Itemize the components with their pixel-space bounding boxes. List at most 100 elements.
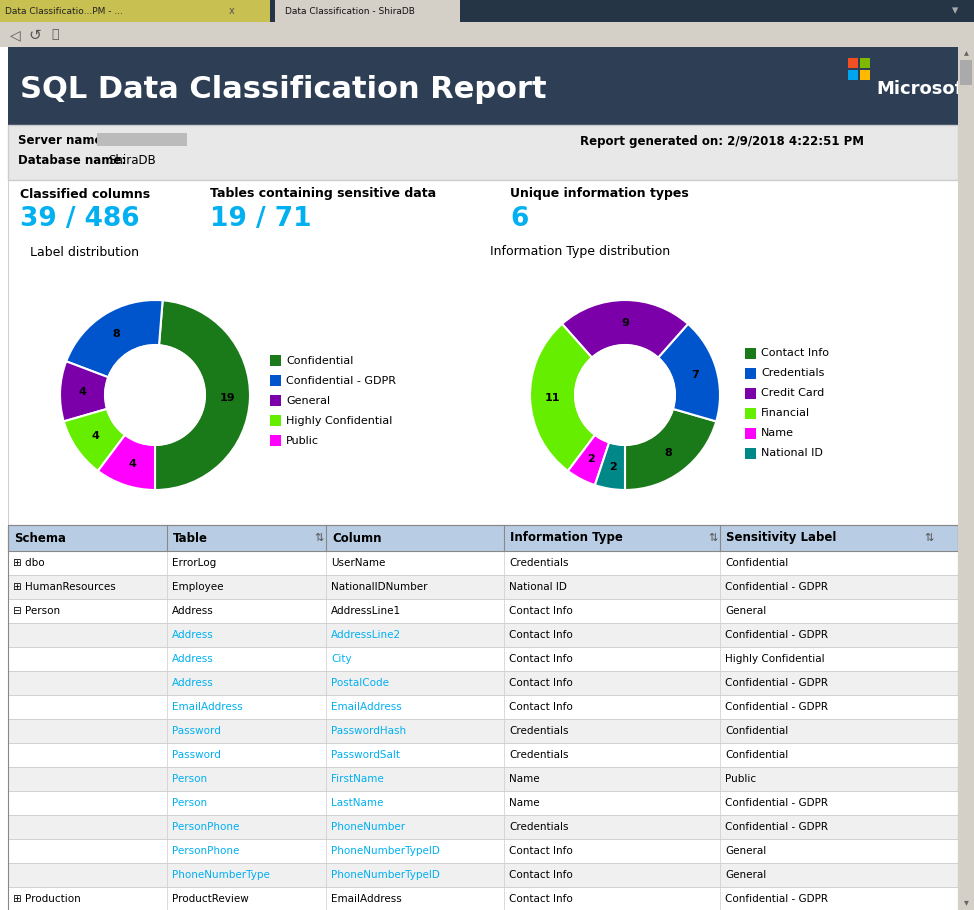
Text: Confidential - GDPR: Confidential - GDPR — [725, 678, 828, 688]
Text: 9: 9 — [621, 318, 629, 328]
Bar — [848, 70, 858, 80]
Text: UserName: UserName — [331, 558, 386, 568]
Bar — [270, 355, 281, 366]
Bar — [745, 408, 756, 419]
Bar — [745, 348, 756, 359]
Text: National ID: National ID — [509, 582, 567, 592]
Text: Name: Name — [509, 798, 540, 808]
Text: ⇅: ⇅ — [708, 533, 718, 543]
Text: Contact Info: Contact Info — [509, 654, 573, 664]
Text: Contact Info: Contact Info — [509, 702, 573, 712]
Wedge shape — [530, 324, 595, 471]
Text: General: General — [286, 396, 330, 406]
Bar — [0, 22, 974, 47]
Text: 2: 2 — [587, 454, 595, 464]
Bar — [745, 428, 756, 439]
Text: Contact Info: Contact Info — [509, 846, 573, 856]
Text: PersonPhone: PersonPhone — [172, 822, 240, 832]
Bar — [8, 743, 958, 767]
Text: Credentials: Credentials — [509, 822, 569, 832]
Text: ⎙: ⎙ — [52, 28, 58, 42]
Text: SQL Data Classification Report: SQL Data Classification Report — [20, 75, 546, 104]
Bar — [745, 368, 756, 379]
Text: PhoneNumberTypeID: PhoneNumberTypeID — [331, 846, 440, 856]
Text: Person: Person — [172, 774, 207, 784]
Circle shape — [575, 345, 675, 445]
Text: Person: Person — [172, 798, 207, 808]
Text: Confidential - GDPR: Confidential - GDPR — [725, 582, 828, 592]
Bar — [8, 575, 958, 599]
Text: Public: Public — [725, 774, 756, 784]
Bar — [275, 0, 460, 22]
Text: Contact Info: Contact Info — [761, 349, 829, 359]
Bar — [8, 525, 958, 910]
Text: Password: Password — [172, 750, 221, 760]
Text: ProductReview: ProductReview — [172, 894, 248, 904]
Text: ◁: ◁ — [10, 28, 20, 42]
Text: ▾: ▾ — [952, 5, 958, 17]
Text: ⊞ dbo: ⊞ dbo — [13, 558, 45, 568]
Bar — [745, 448, 756, 459]
Text: National ID: National ID — [761, 449, 823, 459]
Circle shape — [105, 345, 205, 445]
Bar — [97, 133, 187, 146]
Bar — [8, 47, 958, 125]
Text: 8: 8 — [664, 448, 672, 458]
Bar — [8, 525, 958, 551]
Text: PhoneNumber: PhoneNumber — [331, 822, 405, 832]
Bar — [860, 70, 870, 80]
Wedge shape — [562, 300, 688, 358]
Wedge shape — [66, 300, 163, 378]
Text: ▴: ▴ — [963, 47, 968, 57]
Text: PasswordHash: PasswordHash — [331, 726, 406, 736]
Text: 7: 7 — [691, 369, 698, 379]
Bar — [860, 58, 870, 68]
Text: Password: Password — [172, 726, 221, 736]
Text: Table: Table — [173, 531, 208, 544]
Bar — [270, 435, 281, 446]
Text: Server name:: Server name: — [18, 135, 107, 147]
Text: Confidential: Confidential — [286, 356, 354, 366]
Bar — [958, 47, 974, 910]
Text: Confidential - GDPR: Confidential - GDPR — [286, 376, 396, 386]
Text: Confidential - GDPR: Confidential - GDPR — [725, 798, 828, 808]
Wedge shape — [63, 409, 125, 471]
Text: NationalIDNumber: NationalIDNumber — [331, 582, 428, 592]
Text: Contact Info: Contact Info — [509, 894, 573, 904]
Text: Information Type: Information Type — [510, 531, 623, 544]
Text: ⊞ Production: ⊞ Production — [13, 894, 81, 904]
Text: Confidential: Confidential — [725, 726, 788, 736]
Text: LastName: LastName — [331, 798, 384, 808]
Text: Address: Address — [172, 654, 213, 664]
Bar — [848, 58, 858, 68]
Text: ⊟ Person: ⊟ Person — [13, 606, 60, 616]
Bar — [8, 719, 958, 743]
Text: 2: 2 — [610, 461, 618, 471]
Bar — [0, 0, 974, 22]
Text: Financial: Financial — [761, 409, 810, 419]
Bar — [960, 60, 972, 85]
Bar — [745, 388, 756, 399]
Text: Employee: Employee — [172, 582, 223, 592]
Text: ▾: ▾ — [963, 897, 968, 907]
Text: Name: Name — [761, 429, 794, 439]
Text: General: General — [725, 846, 767, 856]
Text: Public: Public — [286, 436, 319, 446]
Text: Address: Address — [172, 606, 213, 616]
Text: 39 / 486: 39 / 486 — [20, 206, 139, 232]
Text: x: x — [229, 6, 235, 16]
Bar — [8, 863, 958, 887]
Text: 11: 11 — [544, 393, 560, 403]
Text: Sensitivity Label: Sensitivity Label — [726, 531, 837, 544]
Text: General: General — [725, 870, 767, 880]
Text: Microsoft: Microsoft — [876, 80, 971, 98]
Bar — [8, 839, 958, 863]
Text: EmailAddress: EmailAddress — [331, 894, 401, 904]
Wedge shape — [625, 409, 716, 490]
Text: Report generated on: 2/9/2018 4:22:51 PM: Report generated on: 2/9/2018 4:22:51 PM — [580, 135, 864, 147]
Wedge shape — [155, 300, 250, 490]
Text: ErrorLog: ErrorLog — [172, 558, 216, 568]
Text: PhoneNumberType: PhoneNumberType — [172, 870, 270, 880]
Text: PersonPhone: PersonPhone — [172, 846, 240, 856]
Text: AddressLine1: AddressLine1 — [331, 606, 401, 616]
